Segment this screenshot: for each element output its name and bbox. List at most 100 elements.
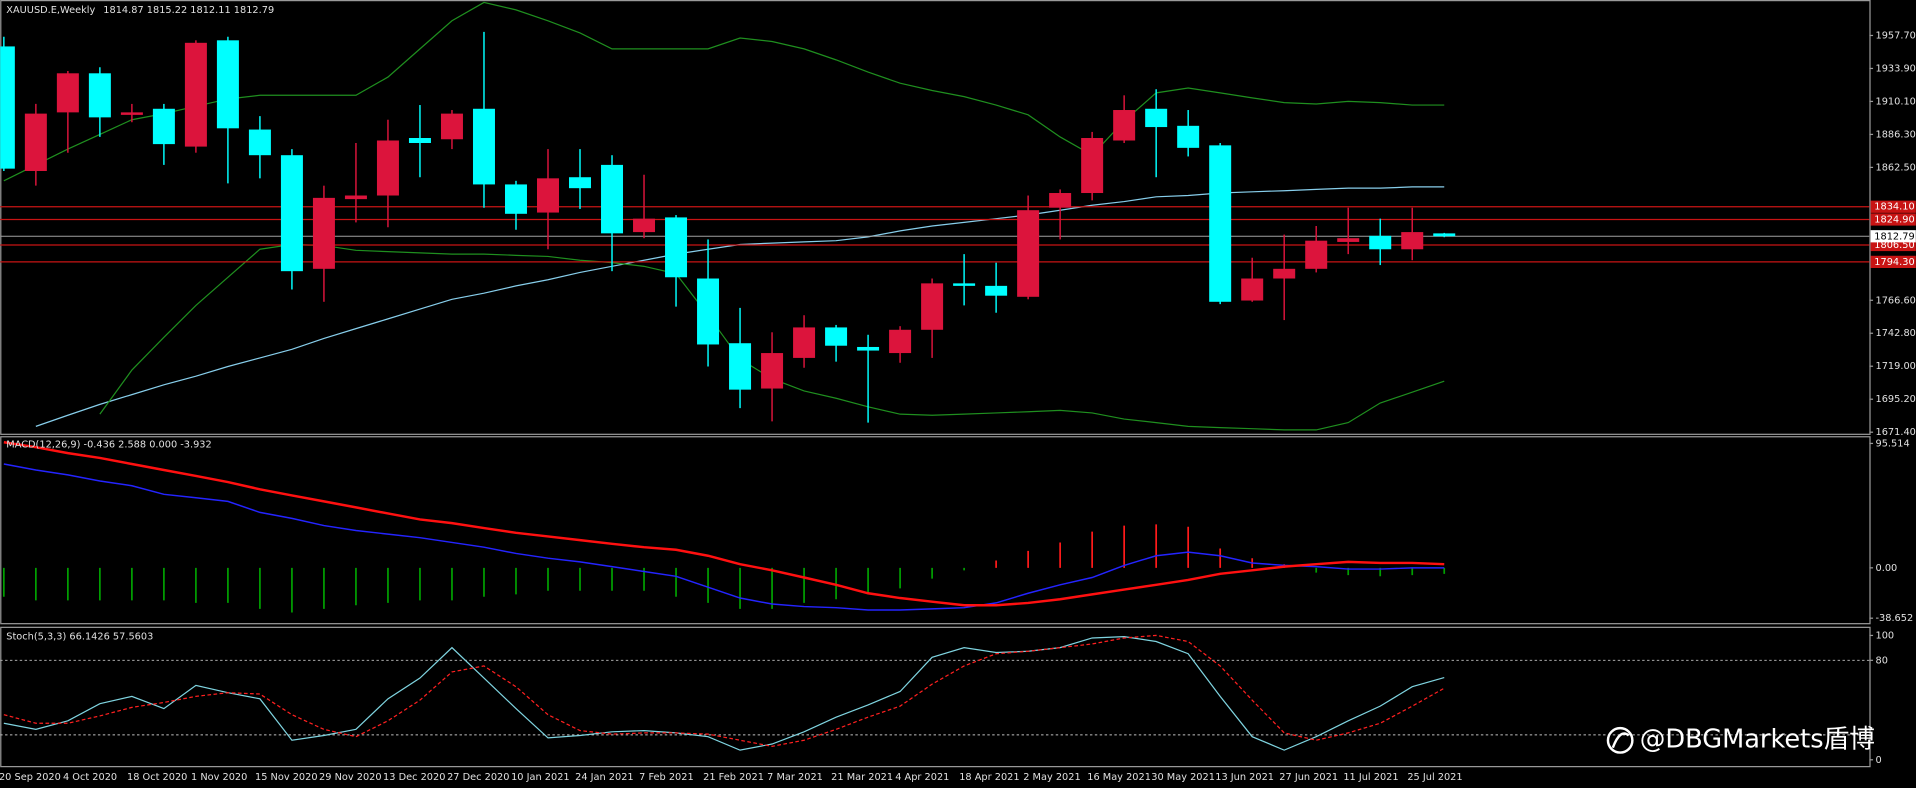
current-price-box [1870, 230, 1916, 243]
candle-body [1145, 108, 1168, 128]
stoch-signal: 57.5603 [113, 632, 153, 643]
candle-body [120, 112, 143, 115]
candle-body [633, 218, 656, 233]
y-tick-label: 95.514 [1876, 438, 1910, 449]
candle-body [0, 46, 15, 169]
candle-body [216, 40, 239, 129]
stoch-plot [0, 634, 1870, 751]
candle-body [537, 178, 559, 213]
macd-panel [0, 436, 1871, 625]
high: 1815.22 [147, 5, 187, 16]
level-label-box [1870, 255, 1916, 268]
candle-body [857, 346, 880, 351]
candle-body [697, 278, 720, 345]
x-tick-label: 13 Jun 2021 [1215, 772, 1274, 783]
price-panel [0, 0, 1871, 435]
y-tick-label: 1695.20 [1876, 394, 1916, 405]
candle-body [761, 353, 784, 389]
x-tick-label: 18 Apr 2021 [959, 772, 1019, 783]
candle-body [921, 283, 944, 330]
candle-body [1305, 240, 1328, 269]
x-tick-label: 24 Jan 2021 [575, 772, 634, 783]
candle-body [56, 73, 79, 113]
current-price-label: 1812.79 [1874, 231, 1914, 242]
candle-body [1337, 238, 1360, 242]
x-tick-label: 15 Nov 2020 [255, 772, 318, 783]
y-tick-label: -38.652 [1876, 613, 1914, 624]
candle-body [376, 140, 399, 196]
y-tick-label: 1957.70 [1876, 30, 1916, 41]
x-tick-label: 7 Feb 2021 [639, 772, 694, 783]
watermark: @DBGMarkets盾博 [1606, 724, 1875, 754]
close: 1812.79 [234, 5, 274, 16]
candle-body [1401, 232, 1424, 250]
x-tick-label: 4 Apr 2021 [895, 772, 949, 783]
x-tick-label: 16 May 2021 [1087, 772, 1151, 783]
candle-body [729, 343, 752, 390]
candle-body [440, 113, 463, 140]
macd-header: MACD(12,26,9) -0.436 2.588 0.000 -3.932 [6, 440, 211, 451]
candle-body [1241, 278, 1264, 301]
candle-body [985, 285, 1008, 296]
candle-body [1049, 193, 1072, 208]
x-tick-label: 18 Oct 2020 [127, 772, 187, 783]
low: 1812.11 [190, 5, 230, 16]
candle-body [569, 177, 591, 189]
candle-body [1017, 210, 1040, 297]
level-label: 1824.90 [1874, 214, 1914, 225]
candle-body [312, 197, 335, 269]
stoch-title: Stoch(5,3,3) [6, 632, 66, 643]
indicator-line [3, 634, 1445, 747]
candle-body [1433, 233, 1456, 237]
level-label-box [1870, 213, 1916, 226]
candle-body [601, 164, 624, 234]
x-tick-label: 27 Jun 2021 [1279, 772, 1338, 783]
macd-plot [2, 441, 1446, 613]
indicator-line [3, 463, 1445, 611]
candle-body [280, 155, 303, 272]
price-plot [0, 1, 1870, 431]
candle-body [1369, 235, 1392, 250]
x-tick-label: 11 Jul 2021 [1343, 772, 1398, 783]
y-tick-label: 1886.30 [1876, 129, 1916, 140]
watermark-icon-mark [1611, 732, 1630, 749]
candle-body [408, 138, 431, 143]
candle-body [504, 184, 527, 214]
symbol: XAUUSD.E,Weekly [6, 5, 95, 16]
axes: 1957.70 1933.90 1910.10 1886.30 1862.50 1766.… [0, 30, 1916, 783]
open: 1814.87 [103, 5, 143, 16]
y-tick-label: 1933.90 [1876, 63, 1916, 74]
level-label-box [1870, 200, 1916, 213]
candle-body [1113, 110, 1136, 141]
x-tick-label: 21 Mar 2021 [831, 772, 893, 783]
stoch-header: Stoch(5,3,3) 66.1426 57.5603 [6, 632, 153, 643]
x-tick-label: 25 Jul 2021 [1407, 772, 1462, 783]
indicator-line [3, 441, 1445, 607]
candle-body [152, 108, 175, 145]
candle-body [665, 217, 688, 278]
candle-body [24, 113, 47, 171]
candle-body [248, 129, 271, 156]
x-tick-label: 1 Nov 2020 [191, 772, 247, 783]
y-tick-label: 1671.40 [1876, 427, 1916, 438]
x-tick-label: 27 Dec 2020 [447, 772, 509, 783]
candle-body [344, 195, 367, 200]
watermark-icon [1606, 726, 1634, 754]
y-tick-label: 1766.60 [1876, 295, 1916, 306]
x-tick-label: 13 Dec 2020 [383, 772, 445, 783]
y-tick-label: 1910.10 [1876, 96, 1916, 107]
candle-body [793, 327, 816, 358]
y-tick-label: 80 [1876, 655, 1888, 666]
candle-body [1273, 268, 1296, 279]
x-tick-label: 29 Nov 2020 [319, 772, 382, 783]
stoch-panel [0, 626, 1871, 768]
price-header: XAUUSD.E,Weekly 1814.87 1815.22 1812.11 … [6, 5, 274, 16]
candle-body [825, 327, 848, 346]
indicator-line [3, 636, 1445, 751]
x-tick-label: 30 May 2021 [1151, 772, 1215, 783]
candle-body [953, 283, 976, 286]
x-tick-label: 7 Mar 2021 [767, 772, 823, 783]
level-label: 1794.30 [1874, 257, 1914, 268]
